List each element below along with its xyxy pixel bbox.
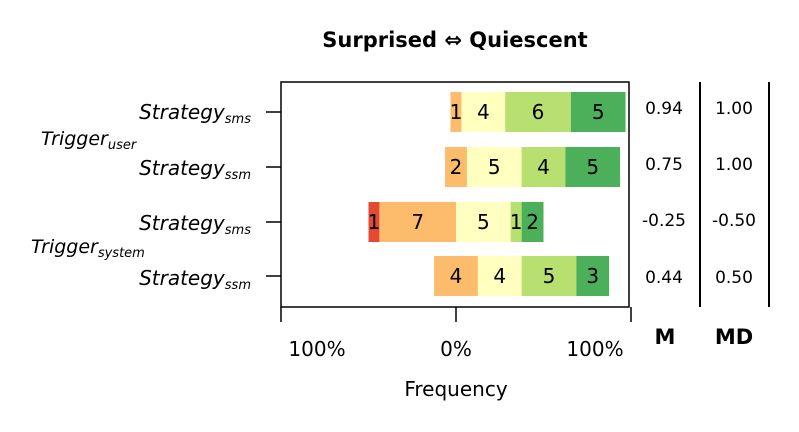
bar-row2-cat1 <box>379 202 456 242</box>
row-label-2: Strategysms <box>139 211 251 238</box>
stat-m-0: 0.94 <box>645 99 683 119</box>
bar-row3-cat4 <box>521 256 577 296</box>
bar-row0-cat5 <box>570 92 626 132</box>
bar-label-row0-cat3: 4 <box>477 100 490 124</box>
bar-row3-cat2 <box>434 256 478 296</box>
stat-header-md: MD <box>714 325 754 349</box>
bar-row2-cat3 <box>456 202 511 242</box>
bar-row2-cat4 <box>510 202 522 242</box>
bar-row1-cat5 <box>565 147 621 187</box>
bar-row0-cat2 <box>450 92 462 132</box>
stat-separator-2 <box>768 82 770 307</box>
row-label-1: Strategyssm <box>139 156 251 183</box>
bar-label-row3-cat2: 4 <box>450 264 463 288</box>
bar-label-row3-cat5: 3 <box>586 264 599 288</box>
bar-row2-cat5 <box>521 202 544 242</box>
bar-label-row1-cat2: 2 <box>450 155 463 179</box>
bar-label-row2-cat4: 1 <box>510 210 523 234</box>
bar-label-row1-cat3: 5 <box>488 155 501 179</box>
bar-label-row3-cat3: 4 <box>493 264 506 288</box>
bar-row0-cat4 <box>505 92 571 132</box>
bar-label-row0-cat4: 6 <box>532 100 545 124</box>
plot-frame <box>280 81 630 308</box>
stat-m-2: -0.25 <box>642 211 686 231</box>
group-label-1: Triggersystem <box>31 236 145 261</box>
bar-layer: 1 4 6 52 5 4 51 7 5 1 24 4 5 3 <box>368 92 626 296</box>
bar-label-row3-cat4: 5 <box>543 264 556 288</box>
bar-label-row0-cat5: 5 <box>592 100 605 124</box>
bar-label-row2-cat1: 7 <box>411 210 424 234</box>
bar-label-row2-cat5: 2 <box>526 210 539 234</box>
row-label-3: Strategyssm <box>139 266 251 293</box>
x-tick-label-center: 0% <box>440 337 472 361</box>
bar-row1-cat3 <box>466 147 522 187</box>
stat-header-m: M <box>654 325 676 349</box>
bar-row1-cat2 <box>445 147 467 187</box>
x-tick-label-right: 100% <box>566 337 624 361</box>
stat-md-3: 0.50 <box>715 268 753 288</box>
stat-md-2: -0.50 <box>712 211 756 231</box>
x-axis-label: Frequency <box>404 377 508 401</box>
stat-separator-1 <box>699 82 701 307</box>
bar-label-row0-cat2: 1 <box>450 100 463 124</box>
bar-label-row2-cat3: 5 <box>477 210 490 234</box>
x-tick-label-left: 100% <box>288 337 346 361</box>
stat-md-0: 1.00 <box>715 99 753 119</box>
stat-m-3: 0.44 <box>645 268 683 288</box>
stat-m-1: 0.75 <box>645 155 683 175</box>
bar-row2-cat0 <box>368 202 380 242</box>
bar-row0-cat3 <box>461 92 506 132</box>
row-label-0: Strategysms <box>139 100 251 127</box>
stat-md-1: 1.00 <box>715 155 753 175</box>
bar-row3-cat3 <box>477 256 522 296</box>
bar-row3-cat5 <box>576 256 610 296</box>
bar-label-row1-cat5: 5 <box>586 155 599 179</box>
bar-row1-cat4 <box>521 147 566 187</box>
bar-label-row2-cat0: 1 <box>368 210 381 234</box>
tick-layer <box>266 111 632 322</box>
group-label-0: Triggeruser <box>41 128 137 153</box>
chart-title: Surprised ⇔ Quiescent <box>322 28 588 52</box>
bar-label-row1-cat4: 4 <box>537 155 550 179</box>
